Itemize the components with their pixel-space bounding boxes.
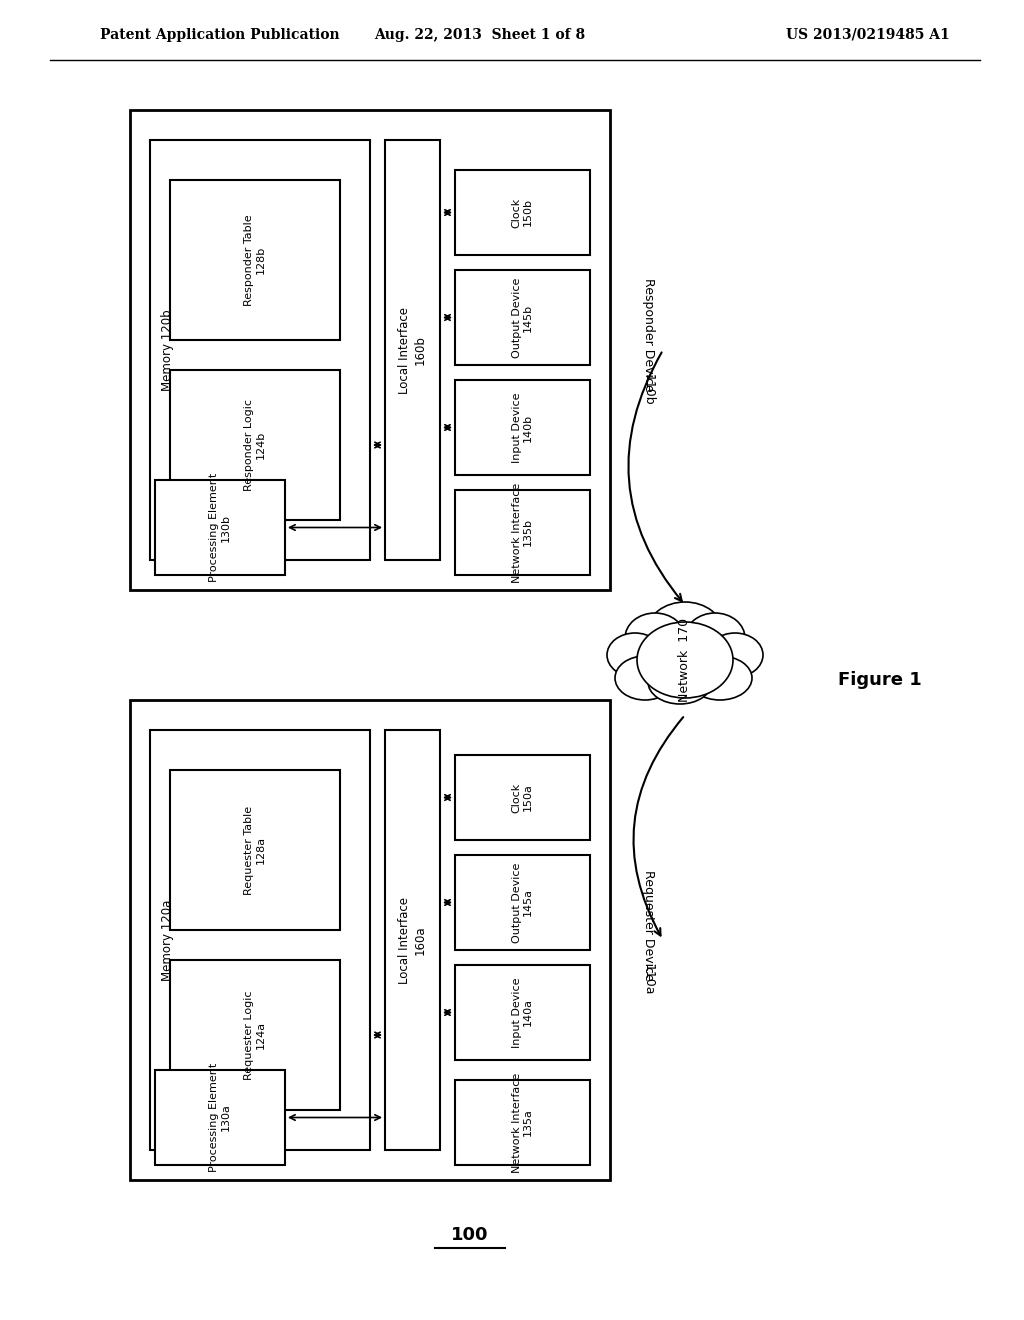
Text: Output Device
145a: Output Device 145a (512, 862, 534, 942)
Bar (385, 730, 440, 1150)
Bar (130, 700, 610, 1180)
Text: Memory 120a: Memory 120a (162, 899, 174, 981)
Bar (455, 755, 590, 840)
Text: Network  170: Network 170 (679, 618, 691, 702)
Bar (170, 960, 340, 1110)
Text: US 2013/0219485 A1: US 2013/0219485 A1 (786, 28, 950, 42)
Text: 110a: 110a (641, 964, 654, 995)
Text: Memory 120b: Memory 120b (162, 309, 174, 391)
Bar (170, 180, 340, 341)
Text: Network Interface
135b: Network Interface 135b (512, 482, 534, 582)
Ellipse shape (648, 660, 712, 704)
Text: Processing Element
130a: Processing Element 130a (209, 1063, 230, 1172)
Text: Responder Table
128b: Responder Table 128b (244, 214, 266, 306)
Text: Local Interface
160a: Local Interface 160a (398, 896, 427, 983)
Bar (155, 1071, 285, 1166)
Text: Aug. 22, 2013  Sheet 1 of 8: Aug. 22, 2013 Sheet 1 of 8 (375, 28, 586, 42)
Text: Network Interface
135a: Network Interface 135a (512, 1072, 534, 1172)
Ellipse shape (647, 602, 723, 663)
Ellipse shape (607, 634, 663, 677)
Ellipse shape (707, 634, 763, 677)
Text: Local Interface
160b: Local Interface 160b (398, 306, 427, 393)
Text: Responder Device: Responder Device (641, 279, 654, 392)
Text: Clock
150b: Clock 150b (512, 198, 534, 227)
Ellipse shape (637, 622, 733, 698)
Bar (455, 965, 590, 1060)
Ellipse shape (688, 656, 752, 700)
Bar (150, 140, 370, 560)
Bar (455, 490, 590, 576)
Bar (455, 380, 590, 475)
Bar (385, 140, 440, 560)
Bar (455, 170, 590, 255)
FancyArrowPatch shape (629, 352, 682, 601)
Ellipse shape (615, 656, 675, 700)
Text: Responder Logic
124b: Responder Logic 124b (244, 399, 266, 491)
Text: Clock
150a: Clock 150a (512, 783, 534, 813)
Bar (455, 855, 590, 950)
Bar (455, 271, 590, 366)
Text: Output Device
145b: Output Device 145b (512, 277, 534, 358)
Bar (170, 370, 340, 520)
Text: Input Device
140b: Input Device 140b (512, 392, 534, 463)
Bar (155, 480, 285, 576)
Text: Processing Element
130b: Processing Element 130b (209, 473, 230, 582)
Text: Input Device
140a: Input Device 140a (512, 977, 534, 1048)
Ellipse shape (685, 612, 745, 663)
Text: Patent Application Publication: Patent Application Publication (100, 28, 340, 42)
FancyArrowPatch shape (634, 717, 683, 936)
Bar (455, 1080, 590, 1166)
Text: Figure 1: Figure 1 (838, 671, 922, 689)
Bar (130, 110, 610, 590)
Text: 110b: 110b (641, 374, 654, 405)
Text: Requester Device: Requester Device (641, 870, 654, 981)
Bar (150, 730, 370, 1150)
Ellipse shape (625, 612, 685, 663)
Bar (170, 770, 340, 931)
Text: 100: 100 (452, 1226, 488, 1243)
Text: Requester Logic
124a: Requester Logic 124a (244, 990, 266, 1080)
Text: Requester Table
128a: Requester Table 128a (244, 805, 266, 895)
